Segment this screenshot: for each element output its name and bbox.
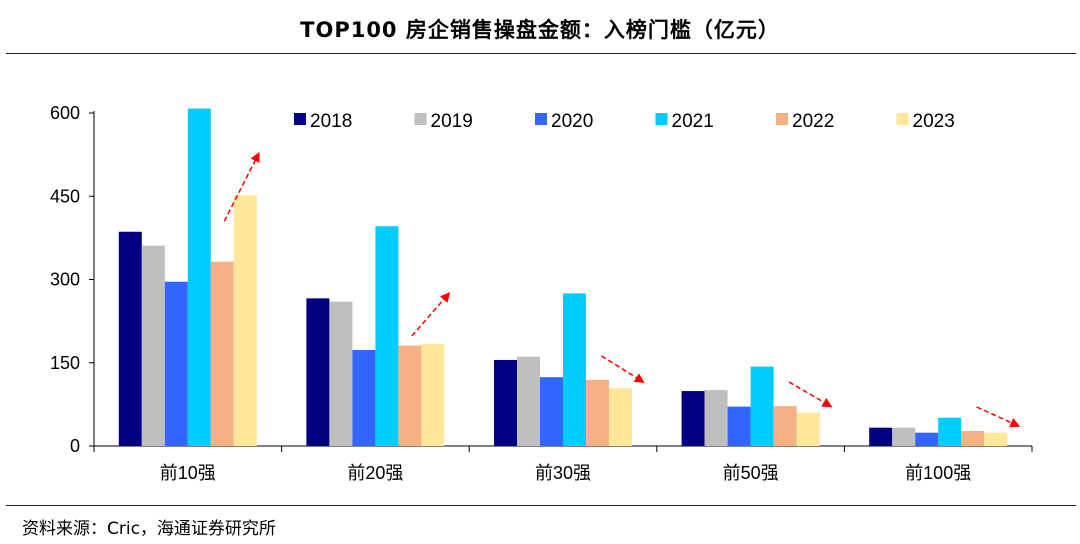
chart-title: TOP100 房企销售操盘金额：入榜门槛（亿元） xyxy=(300,18,780,42)
legend-label-2022: 2022 xyxy=(792,111,834,132)
legend-label-2019: 2019 xyxy=(431,111,473,132)
legend-swatch-2019 xyxy=(414,113,427,125)
bar-2020 xyxy=(915,432,939,446)
x-tick-label: 前30强 xyxy=(535,463,591,483)
bar-2022 xyxy=(210,261,234,446)
bar-2023 xyxy=(609,388,632,446)
y-tick-label: 0 xyxy=(70,436,80,456)
x-tick-label: 前100强 xyxy=(905,463,971,483)
bar-2018 xyxy=(118,231,142,446)
trend-arrow xyxy=(976,406,1021,428)
legend-swatch-2020 xyxy=(535,113,547,125)
bar-2019 xyxy=(141,245,165,446)
legend-swatch-2018 xyxy=(294,113,306,125)
legend-swatch-2021 xyxy=(655,113,668,125)
trend-arrow xyxy=(601,355,645,383)
bar-2018 xyxy=(681,391,705,446)
y-tick-label: 300 xyxy=(50,270,80,290)
x-tick-label: 前10强 xyxy=(160,463,216,483)
legend: 2018 2019 2020 2021 2022 2023 xyxy=(294,111,955,132)
bar-2018 xyxy=(306,298,330,446)
bar-2023 xyxy=(421,343,445,446)
bar-2021 xyxy=(187,108,211,446)
y-tick-label: 150 xyxy=(50,353,80,373)
bar-2020 xyxy=(727,406,751,446)
bar-2023 xyxy=(796,412,820,446)
x-tick-label: 前50强 xyxy=(723,463,779,483)
bar-2019 xyxy=(892,427,916,446)
bar-2018 xyxy=(869,427,893,446)
legend-label-2021: 2021 xyxy=(672,111,714,132)
top-divider xyxy=(6,53,1076,54)
bar-2021 xyxy=(563,293,586,446)
bar-2023 xyxy=(233,195,257,446)
y-axis: 0 150 300 450 600 xyxy=(50,103,95,456)
bar-2020 xyxy=(164,281,188,446)
bar-2022 xyxy=(773,406,797,446)
bar-2018 xyxy=(494,359,517,446)
trend-arrow xyxy=(788,381,833,408)
source-note: 资料来源：Cric，海通证券研究所 xyxy=(22,519,276,539)
bar-2022 xyxy=(398,345,422,446)
bar-2019 xyxy=(704,389,728,446)
x-axis: 前10强 前20强 前30强 前50强 前100强 xyxy=(93,445,1033,483)
legend-swatch-2022 xyxy=(776,113,788,125)
bar-2020 xyxy=(540,377,563,446)
bar-2019 xyxy=(517,356,540,446)
bar-2020 xyxy=(352,349,376,446)
bar-2021 xyxy=(375,226,399,446)
y-tick-label: 600 xyxy=(50,103,80,123)
legend-label-2023: 2023 xyxy=(913,111,955,132)
bars xyxy=(118,108,1008,446)
trend-arrows xyxy=(223,151,1021,428)
trend-arrow xyxy=(223,151,260,222)
bar-2021 xyxy=(750,366,774,446)
legend-swatch-2023 xyxy=(896,113,909,125)
y-tick-label: 450 xyxy=(50,186,80,206)
legend-label-2018: 2018 xyxy=(310,111,352,132)
bar-2019 xyxy=(329,301,353,446)
trend-arrow xyxy=(411,292,451,337)
legend-label-2020: 2020 xyxy=(551,111,593,132)
bar-2021 xyxy=(938,417,962,446)
bar-2022 xyxy=(961,431,985,446)
x-tick-label: 前20强 xyxy=(347,463,403,483)
bar-2023 xyxy=(984,432,1008,446)
bottom-divider xyxy=(6,505,1076,506)
bar-2022 xyxy=(586,379,609,446)
